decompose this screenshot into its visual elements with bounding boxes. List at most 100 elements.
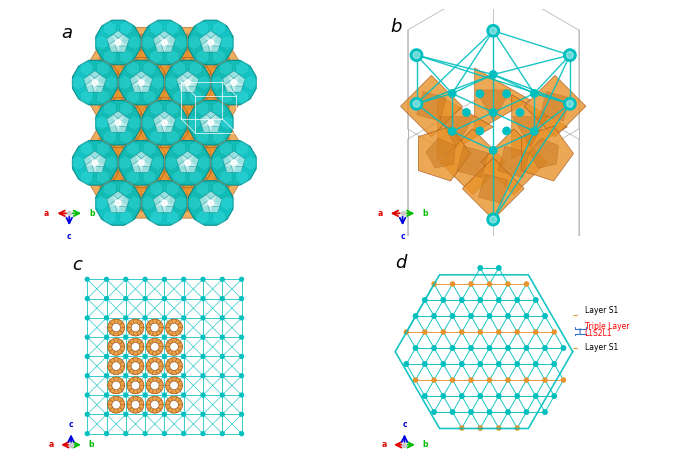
Wedge shape bbox=[127, 380, 132, 386]
Wedge shape bbox=[147, 380, 151, 386]
Wedge shape bbox=[133, 351, 138, 355]
Circle shape bbox=[151, 400, 159, 409]
Polygon shape bbox=[196, 181, 209, 196]
Circle shape bbox=[86, 413, 89, 416]
Wedge shape bbox=[120, 361, 125, 366]
Circle shape bbox=[524, 410, 529, 414]
Wedge shape bbox=[177, 400, 182, 405]
Wedge shape bbox=[120, 400, 125, 405]
Circle shape bbox=[469, 410, 473, 414]
Circle shape bbox=[543, 378, 547, 382]
Wedge shape bbox=[177, 342, 182, 347]
Wedge shape bbox=[139, 386, 144, 390]
Wedge shape bbox=[118, 339, 123, 344]
Polygon shape bbox=[120, 21, 133, 35]
Circle shape bbox=[132, 362, 140, 371]
Polygon shape bbox=[103, 210, 116, 225]
Wedge shape bbox=[156, 330, 162, 336]
Circle shape bbox=[441, 362, 445, 366]
Wedge shape bbox=[114, 351, 119, 355]
Polygon shape bbox=[175, 195, 188, 211]
Circle shape bbox=[240, 413, 243, 416]
Polygon shape bbox=[145, 54, 160, 71]
Polygon shape bbox=[426, 138, 456, 168]
Circle shape bbox=[562, 378, 566, 382]
Polygon shape bbox=[203, 154, 219, 172]
Circle shape bbox=[105, 297, 108, 301]
Text: c: c bbox=[72, 256, 82, 274]
Circle shape bbox=[201, 432, 205, 436]
Circle shape bbox=[124, 374, 127, 378]
Polygon shape bbox=[72, 155, 85, 170]
Polygon shape bbox=[180, 34, 195, 51]
Text: a: a bbox=[62, 24, 73, 42]
Circle shape bbox=[124, 432, 127, 436]
Circle shape bbox=[201, 278, 205, 281]
Circle shape bbox=[476, 90, 484, 98]
Polygon shape bbox=[150, 130, 162, 144]
Polygon shape bbox=[147, 148, 182, 178]
Circle shape bbox=[132, 343, 140, 351]
Wedge shape bbox=[167, 388, 173, 394]
Wedge shape bbox=[133, 319, 138, 323]
Circle shape bbox=[105, 335, 108, 339]
Circle shape bbox=[506, 378, 510, 382]
Polygon shape bbox=[438, 117, 474, 147]
Circle shape bbox=[503, 127, 510, 135]
Polygon shape bbox=[205, 191, 217, 203]
Polygon shape bbox=[198, 75, 210, 90]
Circle shape bbox=[112, 400, 121, 409]
Polygon shape bbox=[127, 90, 139, 104]
Wedge shape bbox=[148, 330, 153, 336]
Circle shape bbox=[450, 314, 455, 318]
Circle shape bbox=[201, 335, 205, 339]
Polygon shape bbox=[142, 20, 187, 65]
Polygon shape bbox=[94, 155, 106, 167]
Circle shape bbox=[182, 278, 186, 281]
Polygon shape bbox=[199, 195, 212, 207]
Polygon shape bbox=[105, 75, 118, 90]
Wedge shape bbox=[133, 409, 138, 413]
Circle shape bbox=[413, 101, 420, 107]
Circle shape bbox=[92, 80, 98, 85]
Polygon shape bbox=[182, 168, 216, 198]
Polygon shape bbox=[175, 35, 188, 50]
Wedge shape bbox=[147, 342, 151, 347]
Circle shape bbox=[182, 393, 186, 397]
Circle shape bbox=[543, 314, 547, 318]
Text: Layer S1: Layer S1 bbox=[585, 306, 618, 315]
Polygon shape bbox=[180, 114, 195, 132]
Circle shape bbox=[201, 354, 205, 358]
Polygon shape bbox=[158, 191, 171, 203]
Text: L1S2L1: L1S2L1 bbox=[585, 329, 612, 338]
Circle shape bbox=[552, 394, 556, 398]
Polygon shape bbox=[475, 68, 530, 132]
Wedge shape bbox=[175, 339, 181, 344]
Polygon shape bbox=[228, 71, 240, 83]
Polygon shape bbox=[142, 181, 187, 225]
Circle shape bbox=[124, 335, 127, 339]
Wedge shape bbox=[139, 380, 144, 386]
Polygon shape bbox=[212, 50, 225, 64]
Polygon shape bbox=[107, 34, 119, 46]
Circle shape bbox=[162, 40, 167, 45]
Polygon shape bbox=[110, 154, 125, 172]
Polygon shape bbox=[127, 141, 139, 156]
Circle shape bbox=[112, 323, 121, 332]
Polygon shape bbox=[134, 34, 149, 51]
Circle shape bbox=[451, 378, 455, 382]
Polygon shape bbox=[95, 195, 108, 211]
Polygon shape bbox=[141, 195, 154, 211]
Polygon shape bbox=[475, 90, 511, 120]
Polygon shape bbox=[97, 141, 110, 156]
Wedge shape bbox=[148, 358, 153, 363]
Circle shape bbox=[143, 316, 147, 320]
Polygon shape bbox=[155, 201, 167, 212]
Circle shape bbox=[162, 278, 166, 281]
Polygon shape bbox=[158, 127, 193, 158]
Circle shape bbox=[143, 278, 147, 281]
Polygon shape bbox=[120, 130, 133, 144]
Circle shape bbox=[162, 354, 166, 358]
Polygon shape bbox=[127, 170, 139, 185]
Polygon shape bbox=[153, 34, 165, 46]
